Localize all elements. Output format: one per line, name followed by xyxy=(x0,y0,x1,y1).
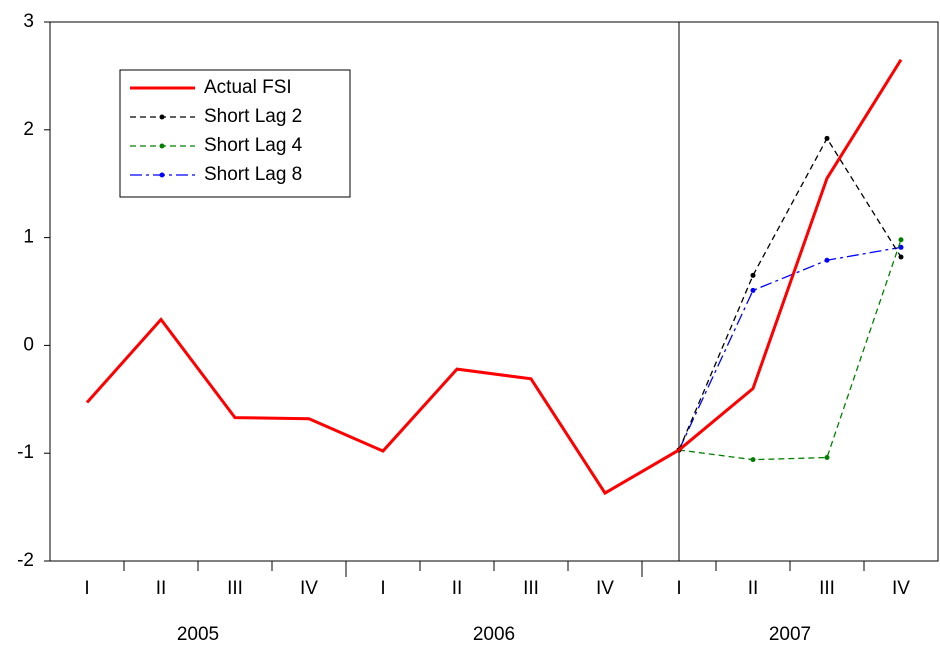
legend-box xyxy=(119,69,351,198)
series-point xyxy=(750,457,756,463)
y-tick-label: -1 xyxy=(17,442,34,463)
legend-label: Short Lag 8 xyxy=(204,164,302,185)
y-tick-label: -2 xyxy=(17,550,34,571)
x-group-label: 2006 xyxy=(473,624,515,645)
series-point xyxy=(898,244,904,250)
legend-marker xyxy=(159,172,165,178)
legend-marker xyxy=(159,143,165,149)
x-tick-label: I xyxy=(380,578,385,599)
y-tick-label: 1 xyxy=(23,227,34,248)
y-tick-label: 3 xyxy=(23,11,34,32)
x-tick-label: I xyxy=(676,578,681,599)
series-point xyxy=(898,254,904,260)
legend-marker xyxy=(159,114,165,120)
y-tick-label: 2 xyxy=(23,119,34,140)
x-tick-label: II xyxy=(748,578,759,599)
series-line xyxy=(85,58,903,496)
series-point xyxy=(750,287,756,293)
series-line xyxy=(678,137,902,451)
x-tick-label: III xyxy=(523,578,539,599)
x-group-label: 2007 xyxy=(769,624,811,645)
legend-label: Short Lag 2 xyxy=(204,106,302,127)
series-point xyxy=(750,272,756,278)
series-point xyxy=(824,257,830,263)
x-tick-label: IV xyxy=(596,578,614,599)
x-tick-label: III xyxy=(819,578,835,599)
legend-label: Short Lag 4 xyxy=(204,135,303,156)
series-line xyxy=(678,246,902,451)
x-tick-label: III xyxy=(227,578,243,599)
series-line xyxy=(678,239,902,461)
series-point xyxy=(824,135,830,141)
series-point xyxy=(824,455,830,461)
x-tick-label: II xyxy=(452,578,463,599)
x-tick-label: II xyxy=(156,578,167,599)
x-tick-label: IV xyxy=(300,578,318,599)
series-point xyxy=(898,237,904,243)
y-tick-label: 0 xyxy=(23,334,34,355)
x-tick-label: IV xyxy=(892,578,910,599)
legend-label: Actual FSI xyxy=(204,77,292,98)
x-group-label: 2005 xyxy=(177,624,219,645)
x-tick-label: I xyxy=(84,578,89,599)
